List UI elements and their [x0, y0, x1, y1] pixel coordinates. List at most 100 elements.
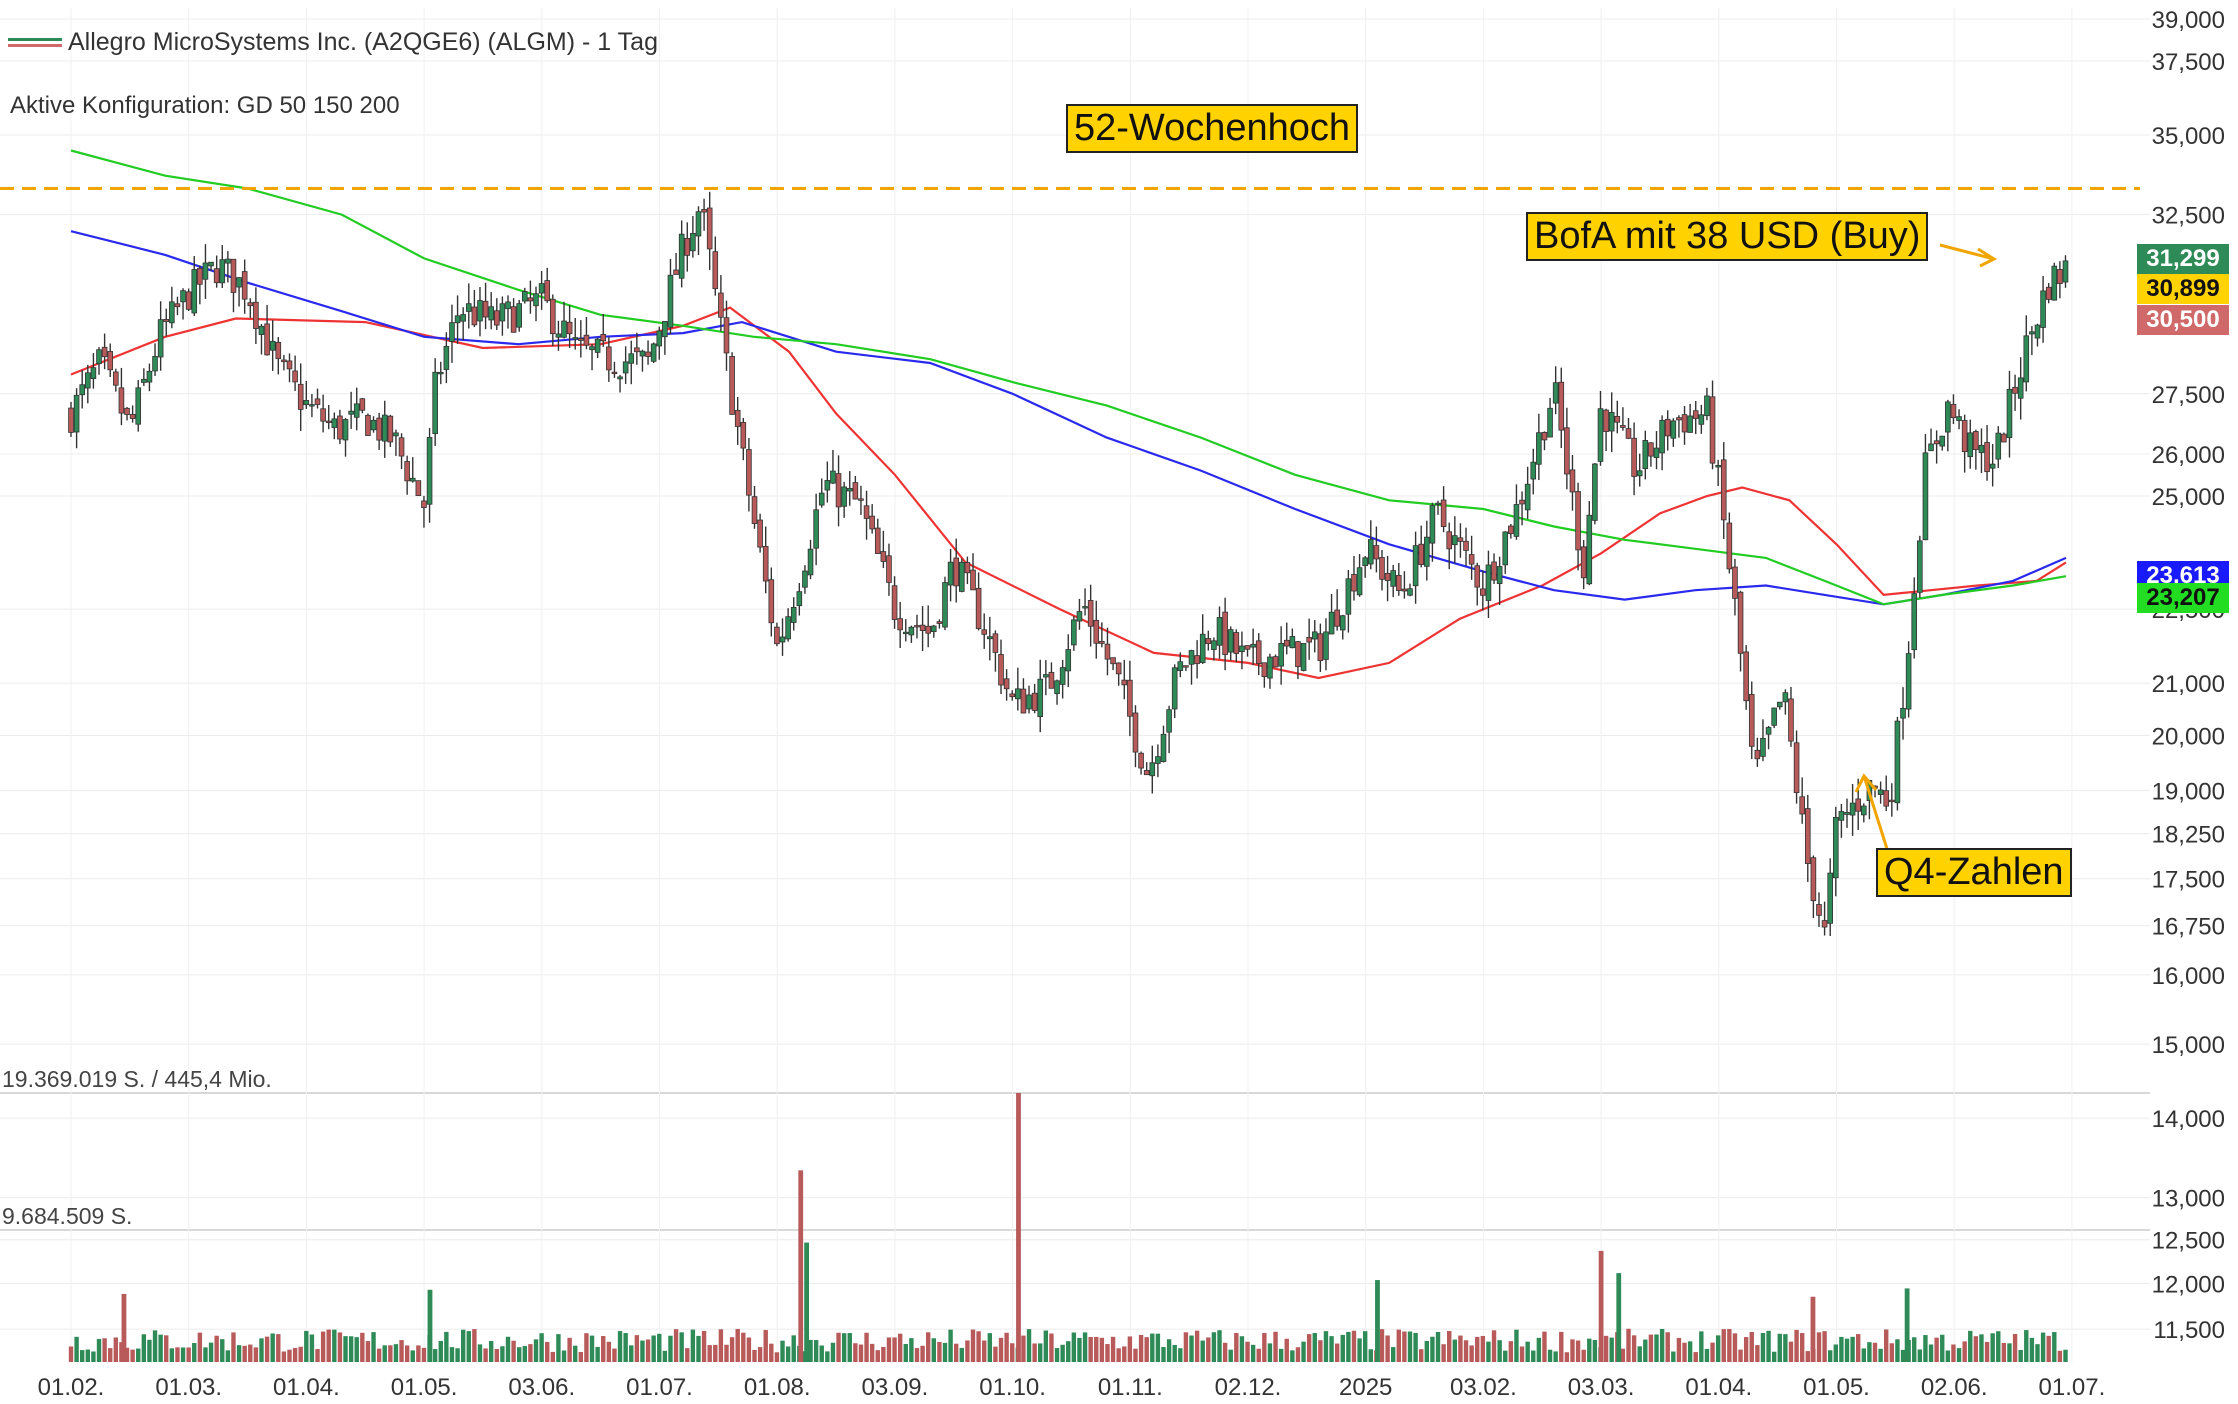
volume-bar — [1984, 1341, 1990, 1362]
volume-bar — [253, 1347, 259, 1362]
volume-bar — [1699, 1331, 1704, 1362]
volume-bar — [2001, 1342, 2007, 1362]
candle-body — [477, 300, 483, 322]
candle-body — [1334, 609, 1340, 627]
candle-body — [1003, 678, 1010, 690]
volume-bar — [1973, 1336, 1979, 1362]
candle-body — [129, 414, 136, 419]
candle-body — [1031, 692, 1038, 711]
candle-body — [141, 378, 147, 383]
volume-bar — [1407, 1331, 1413, 1362]
candle-body — [656, 330, 663, 347]
candle-body — [914, 625, 920, 628]
volume-bar — [2057, 1350, 2063, 1362]
candle-body — [880, 551, 887, 562]
volume-bar — [270, 1333, 275, 1362]
volume-bar — [304, 1330, 309, 1362]
volume-bar — [1267, 1343, 1273, 1362]
volume-bar — [662, 1350, 668, 1362]
volume-bar — [376, 1348, 382, 1362]
candle-body — [650, 343, 657, 362]
candle-body — [863, 505, 870, 519]
volume-bar — [1637, 1346, 1642, 1362]
volume-bar — [1351, 1330, 1357, 1362]
volume-bar — [466, 1331, 471, 1362]
candle-body — [314, 398, 321, 405]
candle-body — [107, 351, 114, 371]
volume-bar — [909, 1338, 914, 1362]
candle-body — [1183, 665, 1189, 668]
candle-body — [1592, 463, 1598, 521]
volume-bar — [1497, 1340, 1502, 1362]
candle-body — [1564, 427, 1570, 475]
time-tick-label: 01.11. — [1098, 1374, 1163, 1401]
candle-body — [1199, 633, 1206, 664]
candle-body — [1104, 643, 1111, 660]
candle-body — [1748, 694, 1755, 747]
candle-body — [1547, 407, 1553, 438]
volume-bar — [1643, 1339, 1648, 1362]
volume-bar — [528, 1344, 533, 1362]
volume-bar — [1968, 1330, 1973, 1362]
volume-bar — [808, 1339, 813, 1362]
candle-body — [578, 338, 584, 341]
candle-body — [1877, 789, 1884, 795]
volume-bar — [292, 1347, 298, 1362]
candle-body — [185, 291, 192, 310]
volume-bar — [1021, 1335, 1026, 1362]
candle-body — [1412, 545, 1419, 587]
candle-body — [1093, 619, 1100, 644]
volume-bar — [1357, 1338, 1362, 1362]
volume-bar — [315, 1349, 320, 1362]
candle-body — [964, 562, 971, 574]
candle-body — [852, 482, 859, 500]
candle-body — [1799, 796, 1805, 815]
candle-body — [1429, 505, 1436, 544]
candle-body — [1861, 805, 1867, 816]
volume-bar — [1127, 1336, 1133, 1362]
volume-bar — [752, 1349, 757, 1362]
candle-body — [488, 306, 494, 321]
candle-body — [639, 350, 646, 357]
candle-body — [409, 477, 416, 482]
volume-bar — [993, 1346, 998, 1362]
volume-bar — [1626, 1328, 1631, 1362]
candle-body — [353, 403, 360, 418]
volume-bar — [920, 1345, 925, 1362]
candle-body — [751, 496, 758, 524]
volume-bar — [1659, 1328, 1665, 1362]
volume-bar — [1082, 1332, 1088, 1362]
volume-bar — [186, 1347, 191, 1362]
candle-body — [953, 557, 959, 587]
volume-bar — [421, 1347, 427, 1362]
candle-body — [1524, 483, 1531, 511]
volume-spike — [798, 1170, 804, 1362]
candle-body — [2029, 331, 2035, 335]
candle-body — [1362, 557, 1368, 567]
volume-bar — [869, 1343, 875, 1362]
volume-bar — [1962, 1341, 1967, 1362]
candle-body — [1765, 727, 1772, 735]
candle-body — [1832, 817, 1839, 879]
candle-body — [891, 585, 898, 620]
price-tick-label: 19,000 — [2152, 778, 2225, 805]
candle-body — [1440, 499, 1447, 527]
candle-body — [1945, 401, 1951, 433]
volume-bar — [1217, 1330, 1222, 1362]
volume-bar — [1390, 1347, 1396, 1362]
candle-body — [1648, 442, 1654, 457]
candle-body — [729, 356, 735, 415]
candle-body — [241, 271, 248, 300]
candle-body — [1244, 645, 1251, 650]
candle-body — [1636, 470, 1643, 477]
candle-body — [180, 290, 186, 303]
candle-body — [527, 297, 534, 302]
candle-body — [2051, 265, 2058, 301]
volume-bar — [1049, 1333, 1054, 1362]
candle-body — [482, 300, 489, 318]
candle-body — [970, 569, 976, 591]
candle-body — [79, 384, 86, 396]
candle-body — [1620, 425, 1626, 428]
volume-bar — [1581, 1349, 1586, 1362]
